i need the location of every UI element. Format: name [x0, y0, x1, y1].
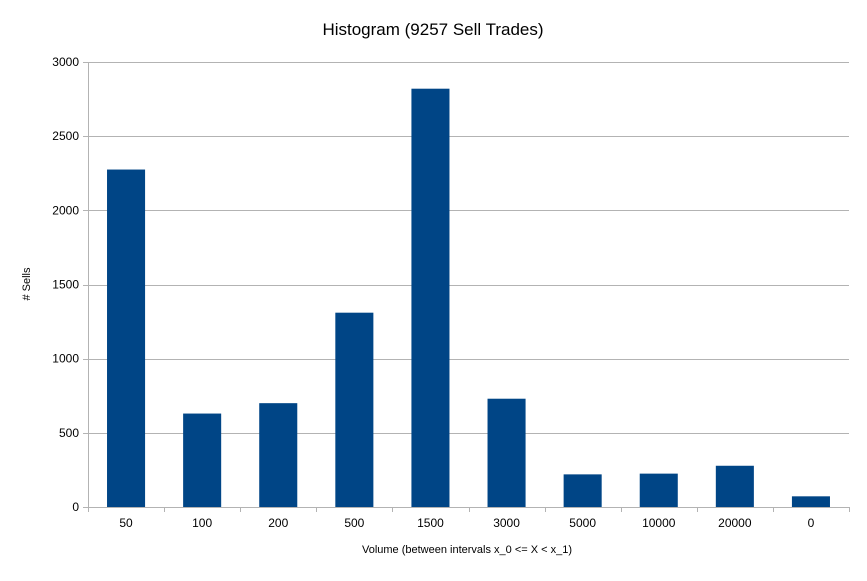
- x-tick-label: 3000: [493, 516, 520, 530]
- bar-10000: [639, 473, 678, 507]
- bar-0: [791, 496, 830, 507]
- x-tick-label: 0: [808, 516, 815, 530]
- x-tick-label: 500: [344, 516, 364, 530]
- tick-labels: 0 500 1000 1500 2000 2500 3000 50 100 200 500 1500 3…: [52, 55, 814, 530]
- y-tick-label: 1000: [52, 352, 79, 366]
- bars: [107, 88, 830, 507]
- y-tick-label: 3000: [52, 55, 79, 69]
- y-tick-label: 0: [72, 500, 79, 514]
- bar-1500: [411, 88, 450, 507]
- y-tick-label: 1500: [52, 278, 79, 292]
- bar-20000: [715, 465, 754, 507]
- bar-500: [335, 312, 374, 507]
- gridlines: [88, 62, 849, 434]
- x-tick-label: 5000: [569, 516, 596, 530]
- y-tick-label: 2000: [52, 203, 79, 217]
- bar-3000: [487, 398, 526, 507]
- y-tick-label: 500: [59, 426, 79, 440]
- x-tick-label: 100: [192, 516, 212, 530]
- x-tick-label: 10000: [642, 516, 676, 530]
- x-axis-label: Volume (between intervals x_0 <= X < x_1…: [362, 544, 572, 556]
- y-tick-label: 2500: [52, 129, 79, 143]
- bar-100: [183, 413, 222, 507]
- x-tick-label: 20000: [718, 516, 752, 530]
- x-tick-label: 50: [119, 516, 133, 530]
- x-tick-label: 200: [268, 516, 288, 530]
- bar-200: [259, 403, 298, 507]
- x-tick-label: 1500: [417, 516, 444, 530]
- axes: [83, 62, 850, 512]
- bar-50: [107, 169, 146, 507]
- chart-title: Histogram (9257 Sell Trades): [322, 20, 543, 39]
- y-axis-label: # Sells: [21, 267, 33, 301]
- bar-5000: [563, 474, 602, 507]
